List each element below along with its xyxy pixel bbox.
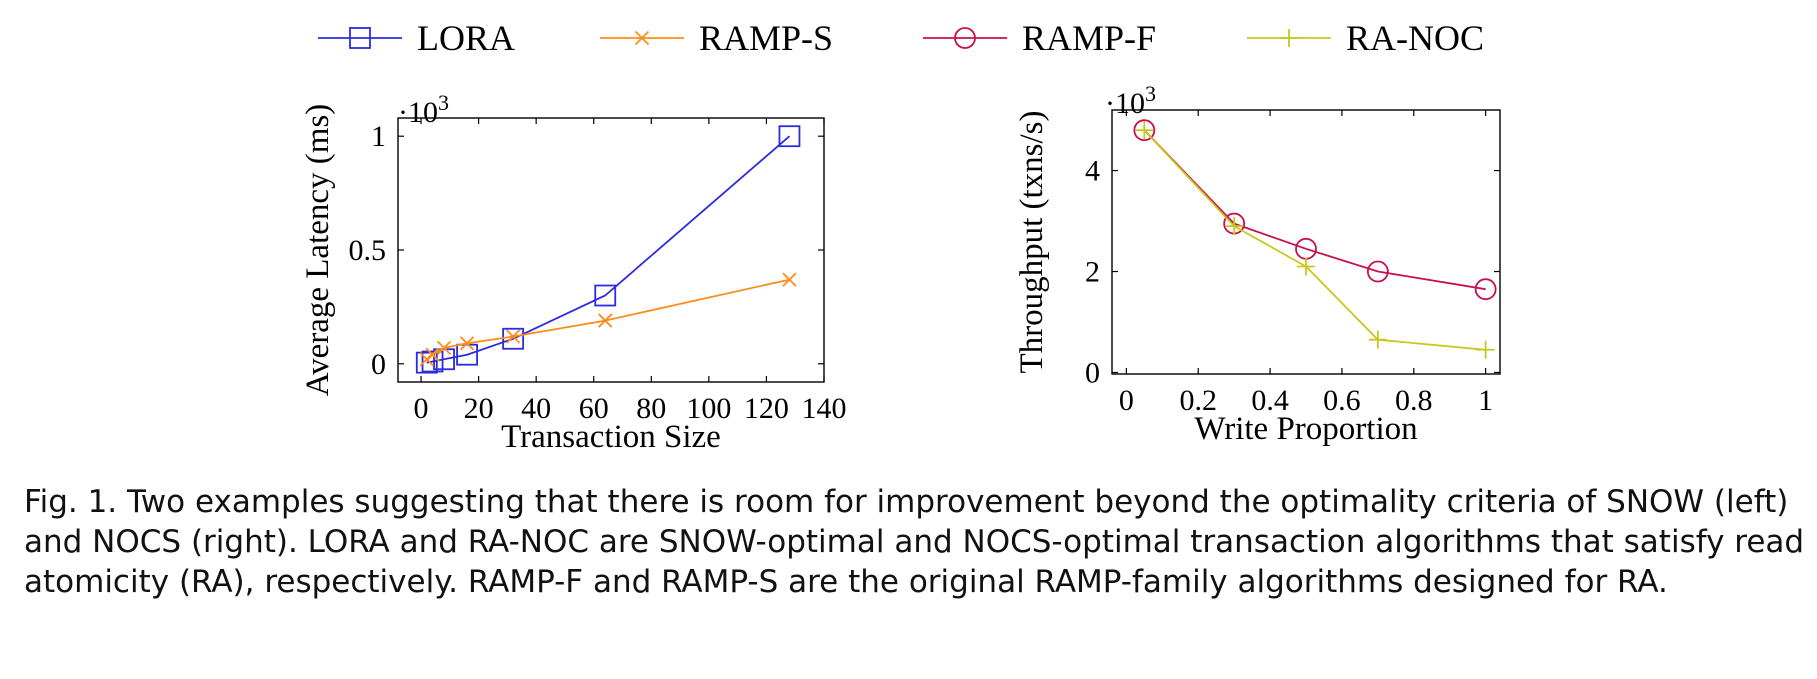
data-point-ramp-s <box>598 313 613 328</box>
figure: LORA RAMP-S RAMP-F RA-NOC 0 20 40 60 80 100 120 14… <box>300 18 1501 455</box>
series-ramp-f <box>1133 119 1497 301</box>
data-point-ramp-s <box>505 329 521 344</box>
y-axis-label: Throughput (txns/s) <box>1014 110 1050 373</box>
legend-entry-ramp-s: RAMP-S <box>600 18 833 58</box>
data-point-lora <box>415 351 438 374</box>
x-tick-label: 0 <box>1119 384 1134 417</box>
y-axis-label: Average Latency (ms) <box>300 104 336 397</box>
y-tick-label: 2 <box>1085 256 1100 289</box>
x-tick-label: 0.2 <box>1179 384 1217 417</box>
series-ramp-s <box>419 272 797 367</box>
plot-frame <box>1111 109 1501 375</box>
y-tick-label: 0 <box>1085 356 1100 389</box>
x-tick-label: 0.4 <box>1251 384 1289 417</box>
x-tick-label: 40 <box>521 392 551 425</box>
data-point-ramp-f <box>1366 260 1389 283</box>
series-line-ramp-f <box>1143 129 1486 291</box>
legend-label-lora: LORA <box>417 18 515 58</box>
x-tick-label: 140 <box>802 392 847 425</box>
data-point-ramp-f <box>1474 278 1497 301</box>
legend-entry-ramp-f: RAMP-F <box>923 18 1156 58</box>
data-point-ramp-s <box>425 347 440 362</box>
legend-entry-lora: LORA <box>318 18 515 58</box>
plot-frame <box>397 117 825 383</box>
x-tick-label: 80 <box>636 392 666 425</box>
data-point-ra-noc <box>1476 340 1495 359</box>
figure-caption: Fig. 1. Two examples suggesting that the… <box>24 484 1805 600</box>
x-tick-label: 0.8 <box>1395 384 1433 417</box>
legend-entry-ra-noc: RA-NOC <box>1247 18 1484 58</box>
data-point-ramp-s <box>459 336 475 351</box>
data-point-ramp-s <box>782 272 797 287</box>
throughput-chart: 0 0.2 0.4 0.6 0.8 1 0 2 4 Write Proportion Through… <box>1014 81 1501 447</box>
legend-marker-ra-noc <box>1280 29 1298 47</box>
y-tick-label: 4 <box>1085 155 1100 188</box>
series-line-lora <box>426 135 791 364</box>
data-point-lora <box>456 343 478 366</box>
legend-label-ramp-f: RAMP-F <box>1022 18 1156 58</box>
series-lora <box>415 125 801 374</box>
x-tick-label: 100 <box>686 392 731 425</box>
legend-label-ra-noc: RA-NOC <box>1346 18 1484 58</box>
y-tick-label: 0 <box>371 348 386 381</box>
x-tick-label: 1 <box>1478 384 1493 417</box>
legend-label-ramp-s: RAMP-S <box>699 18 833 58</box>
data-point-lora <box>594 284 617 307</box>
data-point-ramp-s <box>436 340 452 355</box>
series-line-ramp-s <box>426 278 790 360</box>
y-multiplier: ·103 <box>398 90 449 129</box>
data-point-ra-noc <box>1368 330 1387 349</box>
x-tick-label: 0 <box>414 392 429 425</box>
data-point-ramp-f <box>1133 119 1156 142</box>
legend-marker-ramp-s <box>634 30 650 46</box>
legend: LORA RAMP-S RAMP-F RA-NOC <box>318 18 1484 58</box>
data-point-ra-noc <box>1225 217 1244 236</box>
x-tick-label: 20 <box>464 392 494 425</box>
y-tick-label: 1 <box>371 120 386 153</box>
x-tick-label: 0.6 <box>1323 384 1361 417</box>
data-point-lora <box>778 125 801 148</box>
data-point-lora <box>421 350 444 373</box>
series-ra-noc <box>1135 121 1495 359</box>
x-tick-label: 120 <box>744 392 789 425</box>
data-point-ra-noc <box>1135 121 1154 140</box>
data-point-lora <box>433 348 455 371</box>
legend-marker-lora <box>349 27 371 49</box>
y-tick-label: 0.5 <box>349 234 387 267</box>
legend-marker-ramp-f <box>954 27 976 49</box>
x-tick-label: 60 <box>579 392 609 425</box>
series-line-ra-noc <box>1143 129 1486 351</box>
x-axis-label: Transaction Size <box>501 419 721 455</box>
x-axis-label: Write Proportion <box>1194 411 1417 447</box>
latency-chart: 0 20 40 60 80 100 120 140 0 0.5 1 Transaction Size A… <box>300 90 847 455</box>
y-multiplier: ·103 <box>1105 81 1156 120</box>
data-point-ra-noc <box>1297 257 1315 276</box>
